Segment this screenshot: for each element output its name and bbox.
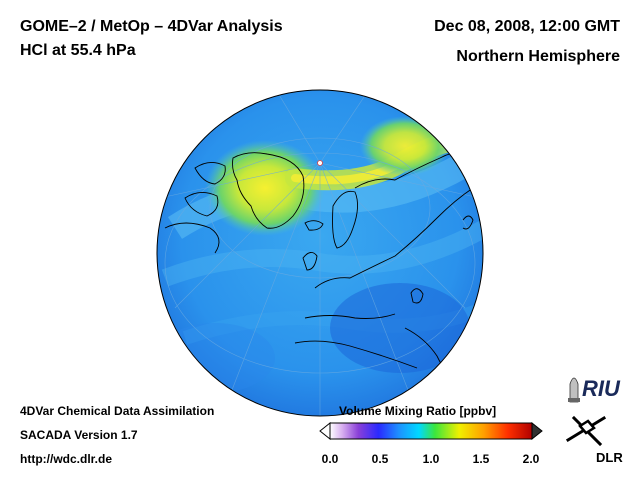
region-label: Northern Hemisphere [456, 48, 620, 65]
colorbar-title: Volume Mixing Ratio [ppbv] [339, 404, 497, 418]
colorbar-gradient [329, 422, 533, 440]
colorbar [319, 421, 543, 441]
footer-version: SACADA Version 1.7 [20, 428, 138, 442]
dlr-logo-icon [565, 415, 607, 447]
coastlines [164, 151, 474, 379]
low-value-region [330, 283, 470, 373]
north-pole-marker [317, 160, 323, 166]
colorbar-tick: 1.0 [422, 452, 440, 466]
globe-map [156, 89, 484, 417]
graticule [159, 90, 481, 416]
dlr-logo: DLR [596, 450, 623, 465]
datetime-label: Dec 08, 2008, 12:00 GMT [434, 18, 620, 35]
colorbar-tick: 2.0 [522, 452, 540, 466]
colorbar-tick: 0.0 [321, 452, 339, 466]
high-value-region-siberia [360, 116, 450, 176]
colorbar-min-arrow [319, 421, 331, 441]
colorbar-tick: 0.5 [371, 452, 389, 466]
riu-logo-icon [568, 377, 580, 403]
map-title: GOME–2 / MetOp – 4DVar Analysis [20, 18, 283, 35]
footer-url[interactable]: http://wdc.dlr.de [20, 452, 112, 466]
colorbar-max-arrow [531, 421, 543, 441]
footer-assimilation: 4DVar Chemical Data Assimilation [20, 404, 215, 418]
species-label: HCl at 55.4 hPa [20, 42, 136, 59]
riu-logo: RIU [582, 376, 620, 401]
high-value-region-greenland [205, 140, 325, 236]
colorbar-tick: 1.5 [472, 452, 490, 466]
